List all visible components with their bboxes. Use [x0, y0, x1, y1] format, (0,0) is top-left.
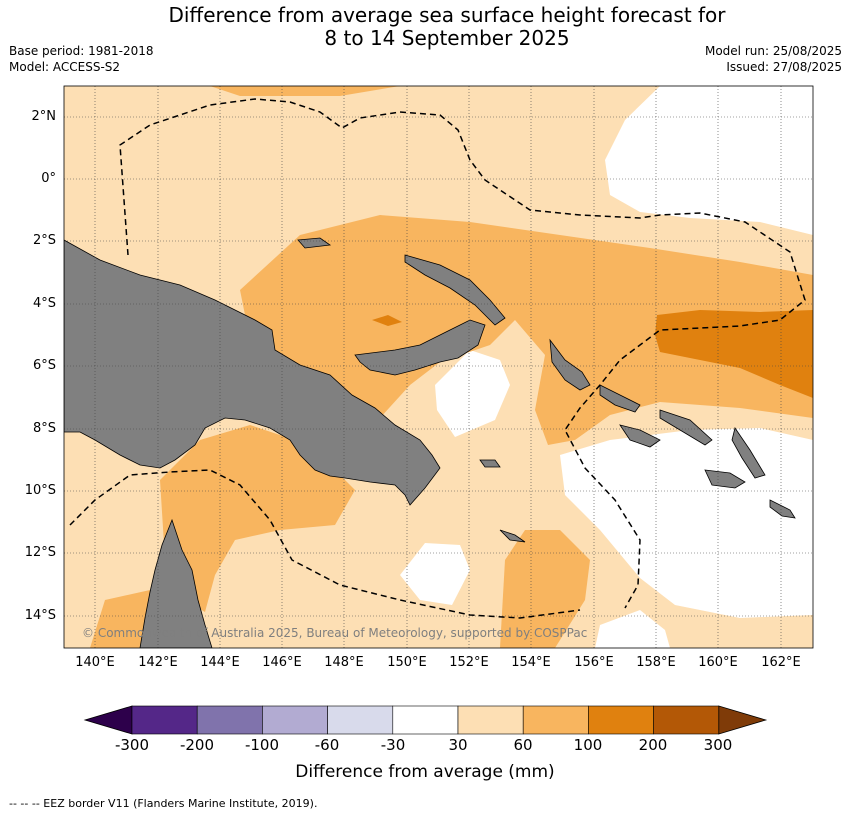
lon-label-154e: 154°E: [511, 655, 551, 670]
colorbar-segment: [196, 705, 263, 735]
colorbar-segment: [588, 705, 654, 735]
lat-label-4s: 4°S: [32, 296, 56, 311]
neutral-region-south-central: [400, 543, 470, 605]
lat-label-2s: 2°S: [32, 233, 56, 248]
colorbar-tick: 200: [638, 736, 668, 754]
land-choiseul: [599, 384, 641, 413]
lon-label-158e: 158°E: [636, 655, 676, 670]
colorbar: [83, 705, 768, 735]
model-name: Model: ACCESS-S2: [9, 60, 121, 74]
land-bougainville: [549, 338, 591, 391]
colorbar-title: Difference from average (mm): [295, 762, 555, 782]
land-fergusson: [479, 459, 501, 468]
lon-label-140e: 140°E: [75, 655, 115, 670]
colorbar-tick: 60: [513, 736, 533, 754]
lon-label-144e: 144°E: [200, 655, 240, 670]
land-new-guinea: [64, 239, 441, 506]
colorbar-tick: -100: [244, 736, 280, 754]
colorbar-segment: [457, 705, 524, 735]
land-guadalcanal: [704, 469, 746, 489]
map-frame: [63, 85, 814, 649]
lon-label-146e: 146°E: [262, 655, 302, 670]
lat-label-2n: 2°N: [31, 109, 57, 124]
meta-right: Model run: 25/08/2025 Issued: 27/08/2025: [705, 43, 842, 75]
colorbar-tick: -200: [179, 736, 215, 754]
land-manus: [297, 237, 332, 249]
colorbar-tick: -60: [314, 736, 340, 754]
lon-label-150e: 150°E: [387, 655, 427, 670]
colorbar-segment: [392, 705, 459, 735]
lon-label-142e: 142°E: [138, 655, 178, 670]
sea-band-60-100-gulf: [160, 425, 355, 612]
land-new-britain: [354, 319, 486, 376]
base-period: Base period: 1981-2018: [9, 44, 154, 58]
sea-band-60-100-north: [210, 86, 400, 96]
copyright-notice: © Commonwealth of Australia 2025, Bureau…: [82, 626, 588, 640]
neutral-region-northeast: [605, 86, 813, 235]
land-santa-isabel: [659, 409, 713, 446]
colorbar-segment: [522, 705, 589, 735]
land-louisiade: [499, 529, 526, 543]
lon-label-160e: 160°E: [698, 655, 738, 670]
title-line-2: 8 to 14 September 2025: [324, 26, 570, 50]
model-run: Model run: 25/08/2025: [704, 44, 842, 58]
map-area: [64, 86, 813, 648]
lat-label-14s: 14°S: [24, 608, 56, 623]
graticule: [64, 86, 813, 648]
land-malaita: [731, 427, 766, 479]
land-new-ireland: [404, 254, 506, 326]
sea-band-60-100-south: [500, 530, 590, 648]
lat-label-8s: 8°S: [32, 421, 56, 436]
colorbar-extend-low: [83, 705, 133, 735]
colorbar-tick: 30: [448, 736, 468, 754]
sea-band-100-200-patch: [372, 315, 402, 326]
lon-label-148e: 148°E: [324, 655, 364, 670]
meta-left: Base period: 1981-2018 Model: ACCESS-S2: [9, 43, 154, 75]
colorbar-segment: [653, 705, 720, 735]
eez-legend-note: -- -- -- EEZ border V11 (Flanders Marine…: [9, 797, 318, 810]
map-title: Difference from average sea surface heig…: [0, 4, 850, 50]
colorbar-tick: -30: [380, 736, 406, 754]
lat-label-12s: 12°S: [24, 545, 56, 560]
colorbar-segment: [262, 705, 328, 735]
colorbar-segment: [131, 705, 198, 735]
lat-label-6s: 6°S: [32, 358, 56, 373]
land-new-georgia: [619, 424, 661, 448]
neutral-region-south-edge: [595, 610, 670, 648]
lon-label-156e: 156°E: [574, 655, 614, 670]
neutral-region-coral: [435, 350, 510, 437]
issued-date: Issued: 27/08/2025: [726, 60, 842, 74]
colorbar-segment: [327, 705, 394, 735]
lon-label-152e: 152°E: [449, 655, 489, 670]
lat-label-0: 0°: [41, 171, 56, 186]
land-makira: [769, 499, 796, 519]
sea-band-100-200-east: [655, 310, 813, 398]
eez-border: [69, 98, 806, 619]
colorbar-tick: -300: [114, 736, 150, 754]
colorbar-extend-high: [718, 705, 768, 735]
lon-label-162e: 162°E: [761, 655, 801, 670]
neutral-region-southeast: [560, 428, 813, 618]
colorbar-tick: 100: [573, 736, 603, 754]
lat-label-10s: 10°S: [24, 483, 56, 498]
sea-band-60-100-central: [240, 215, 813, 445]
colorbar-tick: 300: [703, 736, 733, 754]
title-line-1: Difference from average sea surface heig…: [168, 3, 726, 27]
land: [64, 237, 796, 648]
